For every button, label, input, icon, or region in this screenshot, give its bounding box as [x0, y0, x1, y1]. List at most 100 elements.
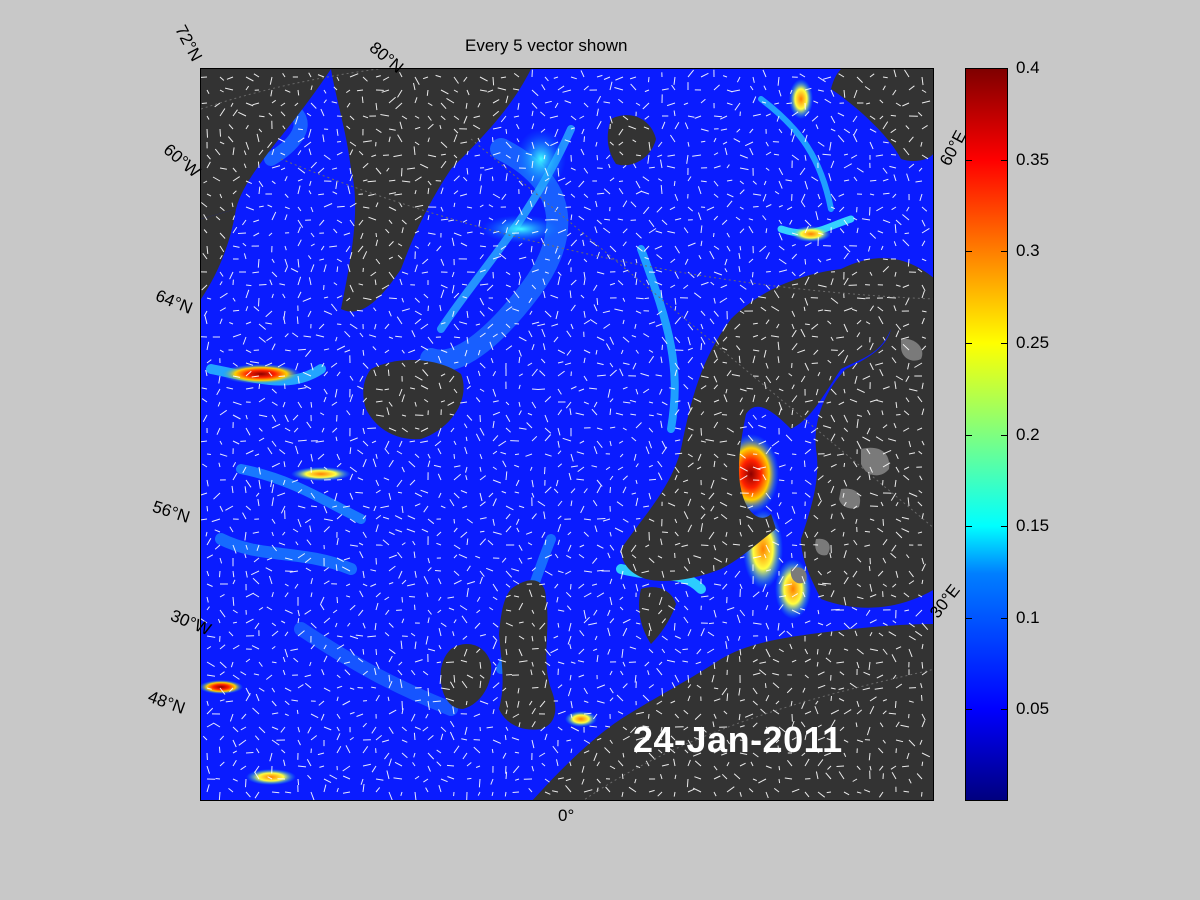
velocity-vector — [477, 370, 481, 377]
velocity-vector — [905, 375, 910, 383]
velocity-vector — [789, 219, 793, 225]
velocity-vector — [903, 427, 910, 432]
velocity-vector — [778, 180, 783, 189]
velocity-vector — [362, 583, 368, 587]
velocity-vector — [517, 700, 520, 708]
velocity-vector — [579, 440, 585, 444]
velocity-vector — [765, 319, 770, 325]
velocity-vector — [229, 687, 234, 693]
velocity-vector — [384, 323, 390, 330]
velocity-vector — [258, 284, 267, 286]
velocity-vector — [683, 605, 689, 611]
velocity-vector — [687, 141, 690, 147]
velocity-vector — [827, 359, 832, 364]
velocity-vector — [461, 680, 468, 689]
velocity-vector — [869, 619, 877, 624]
velocity-vector — [882, 167, 888, 174]
velocity-vector — [540, 726, 546, 732]
velocity-vector — [252, 707, 260, 715]
velocity-vector — [843, 128, 851, 134]
velocity-vector — [843, 179, 850, 182]
velocity-vector — [432, 700, 442, 703]
velocity-vector — [570, 76, 577, 80]
velocity-vector — [422, 76, 429, 80]
velocity-vector — [631, 554, 637, 559]
velocity-vector — [710, 479, 715, 489]
velocity-vector — [895, 721, 900, 728]
velocity-vector — [295, 541, 299, 546]
velocity-vector — [575, 412, 585, 416]
velocity-vector — [674, 439, 681, 442]
velocity-vector — [765, 151, 772, 156]
velocity-vector — [497, 87, 507, 91]
velocity-vector — [466, 150, 469, 156]
velocity-vector — [502, 752, 507, 759]
velocity-vector — [464, 349, 468, 357]
velocity-vector — [830, 414, 836, 423]
velocity-vector — [349, 219, 355, 227]
velocity-vector — [479, 538, 487, 546]
velocity-vector — [817, 622, 824, 626]
velocity-vector — [722, 336, 728, 342]
velocity-vector — [398, 440, 403, 448]
velocity-vector — [868, 661, 871, 670]
velocity-vector — [490, 778, 494, 785]
velocity-vector — [216, 388, 221, 396]
velocity-vector — [609, 739, 613, 744]
velocity-vector — [908, 700, 914, 703]
velocity-vector — [460, 242, 468, 247]
velocity-vector — [564, 139, 572, 143]
velocity-vector — [804, 758, 810, 767]
velocity-vector — [765, 167, 770, 171]
velocity-vector — [362, 140, 372, 143]
velocity-vector — [648, 518, 655, 522]
velocity-vector — [544, 434, 552, 442]
velocity-vector — [323, 466, 328, 470]
velocity-vector — [785, 179, 793, 182]
velocity-vector — [687, 674, 690, 683]
velocity-vector — [694, 776, 702, 780]
velocity-vector — [284, 214, 288, 221]
velocity-vector — [619, 453, 624, 458]
velocity-vector — [267, 204, 273, 208]
velocity-vector — [500, 451, 507, 455]
velocity-vector — [440, 400, 446, 403]
velocity-vector — [674, 774, 677, 780]
velocity-vector — [215, 216, 221, 221]
velocity-vector — [271, 440, 277, 447]
velocity-vector — [661, 446, 668, 455]
velocity-vector — [297, 401, 303, 409]
velocity-vector — [232, 674, 240, 680]
velocity-vector — [603, 323, 611, 329]
velocity-vector — [297, 684, 304, 689]
velocity-vector — [315, 440, 325, 443]
velocity-vector — [397, 243, 403, 247]
velocity-vector — [219, 76, 225, 81]
velocity-vector — [673, 622, 676, 631]
velocity-vector — [674, 531, 679, 537]
velocity-vector — [843, 596, 847, 606]
velocity-vector — [401, 542, 406, 546]
velocity-vector — [882, 178, 889, 182]
velocity-vector — [709, 596, 715, 601]
velocity-vector — [658, 661, 663, 666]
velocity-vector — [830, 160, 835, 169]
velocity-vector — [362, 570, 365, 579]
velocity-vector — [440, 349, 448, 353]
velocity-vector — [388, 310, 392, 317]
velocity-vector — [544, 791, 551, 795]
velocity-vector — [539, 370, 546, 377]
velocity-vector — [642, 694, 650, 702]
velocity-vector — [245, 349, 252, 354]
velocity-vector — [308, 72, 312, 78]
velocity-vector — [864, 544, 871, 547]
velocity-vector — [687, 759, 691, 767]
velocity-vector — [564, 100, 572, 104]
velocity-vector — [304, 674, 312, 678]
velocity-vector — [206, 453, 212, 455]
velocity-vector — [349, 251, 353, 260]
velocity-vector — [529, 466, 533, 471]
velocity-vector — [360, 232, 364, 240]
velocity-vector — [700, 98, 706, 104]
velocity-vector — [271, 258, 275, 264]
